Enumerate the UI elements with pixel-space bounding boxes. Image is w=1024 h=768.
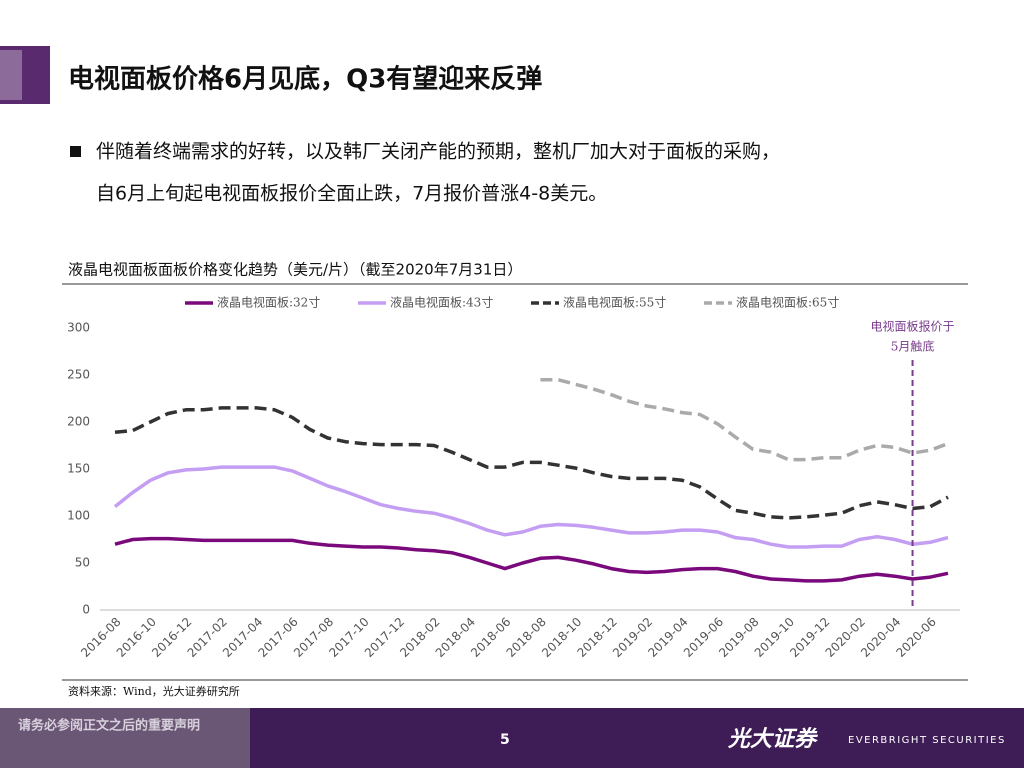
bullet-text: 伴随着终端需求的好转，以及韩厂关闭产能的预期，整机厂加大对于面板的采购， xyxy=(96,141,780,163)
source: 资料来源：Wind，光大证券研究所 xyxy=(68,684,240,698)
legend-label: 液晶电视面板:43寸 xyxy=(390,295,493,310)
disclaimer: 请务必参阅正文之后的重要声明 xyxy=(18,718,200,734)
page-number: 5 xyxy=(500,732,510,748)
footer-left xyxy=(0,708,250,768)
legend-label: 液晶电视面板:65寸 xyxy=(736,295,839,310)
logo-mark xyxy=(0,46,50,104)
logo-en: EVERBRIGHT SECURITIES xyxy=(848,735,1006,746)
series-line xyxy=(113,465,949,549)
series-line xyxy=(114,406,949,520)
legend-label: 液晶电视面板:32寸 xyxy=(217,295,320,310)
y-tick-label: 300 xyxy=(67,321,90,335)
annotation-text: 电视面板报价于 xyxy=(871,319,955,334)
bullet-text: 自6月上旬起电视面板报价全面止跌，7月报价普涨4-8美元。 xyxy=(96,183,607,205)
y-tick-label: 250 xyxy=(67,368,90,382)
y-tick-label: 50 xyxy=(75,556,90,570)
y-tick-label: 150 xyxy=(67,462,90,476)
chart-title: 液晶电视面板面板价格变化趋势（美元/片）（截至2020年7月31日） xyxy=(68,261,522,279)
y-tick-label: 200 xyxy=(67,415,90,429)
y-tick-label: 100 xyxy=(67,509,90,523)
slide-title: 电视面板价格6月见底，Q3有望迎来反弹 xyxy=(68,64,542,95)
logo-cn: 光大证券 xyxy=(727,726,818,752)
annotation-text: 5月触底 xyxy=(891,339,935,354)
legend-label: 液晶电视面板:55寸 xyxy=(563,295,666,310)
series-line xyxy=(114,536,949,583)
bullet-icon xyxy=(70,146,81,157)
series-line xyxy=(540,377,949,462)
y-tick-label: 0 xyxy=(82,603,90,617)
